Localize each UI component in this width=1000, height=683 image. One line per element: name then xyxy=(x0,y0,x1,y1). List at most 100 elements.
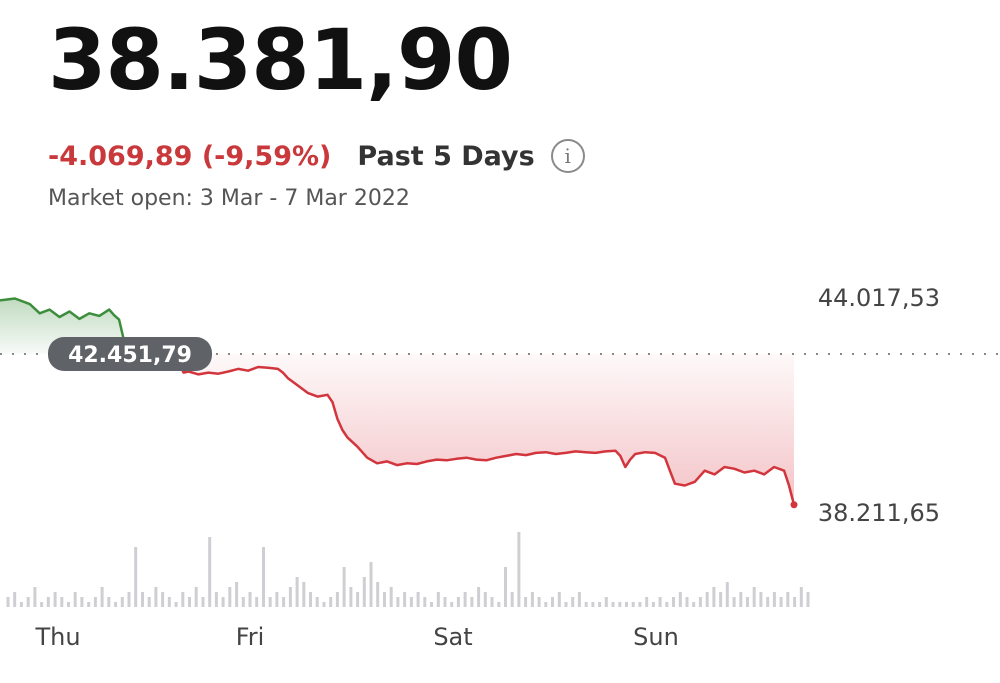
volume-bar xyxy=(154,587,158,607)
y-axis-label-high: 44.017,53 xyxy=(818,284,940,312)
volume-bar xyxy=(551,597,554,607)
price-line-down-3 xyxy=(167,352,796,506)
previous-close-label: 42.451,79 xyxy=(68,343,192,368)
volume-bar xyxy=(672,597,675,607)
volume-bar xyxy=(759,592,763,607)
volume-bar xyxy=(530,592,534,607)
volume-bar xyxy=(302,582,306,607)
volume-bar xyxy=(631,602,635,607)
volume-bar xyxy=(611,602,615,607)
volume-bar xyxy=(13,592,17,607)
volume-bar xyxy=(712,587,716,607)
volume-bar xyxy=(275,592,279,607)
volume-bar xyxy=(389,587,393,607)
volume-bar xyxy=(201,597,205,607)
volume-bar xyxy=(510,592,514,607)
volume-bar xyxy=(779,597,783,607)
volume-bar xyxy=(436,592,440,607)
volume-bar xyxy=(188,597,191,607)
volume-bar xyxy=(799,587,803,607)
volume-bar xyxy=(40,602,44,607)
volume-bar xyxy=(309,592,312,607)
volume-bar xyxy=(504,567,507,607)
volume-bar xyxy=(604,597,608,607)
volume-bar xyxy=(651,602,655,607)
current-price: 38.381,90 xyxy=(48,11,513,109)
volume-bar xyxy=(134,547,138,607)
volume-bar xyxy=(120,597,124,607)
volume-bar xyxy=(80,597,84,607)
market-status: Market open: 3 Mar - 7 Mar 2022 xyxy=(48,186,410,211)
volume-bar xyxy=(665,602,669,607)
volume-bar xyxy=(356,592,360,607)
volume-bar xyxy=(60,597,64,607)
volume-bar xyxy=(423,597,427,607)
volume-bar xyxy=(793,597,797,607)
volume-bar xyxy=(463,592,467,607)
volume-bar xyxy=(739,592,743,607)
volume-bar xyxy=(282,597,286,607)
volume-bar xyxy=(490,597,494,607)
volume-bar xyxy=(335,592,339,607)
volume-bar xyxy=(450,602,454,607)
volume-bar xyxy=(678,592,682,607)
volume-bar xyxy=(396,597,400,607)
volume-bar xyxy=(383,592,386,607)
x-axis-label-sun: Sun xyxy=(633,623,679,651)
volume-bar xyxy=(127,592,131,607)
volume-bar xyxy=(208,537,212,607)
volume-bar xyxy=(268,597,272,607)
volume-bar xyxy=(67,602,70,607)
volume-bar xyxy=(161,592,165,607)
volume-bar xyxy=(181,592,185,607)
volume-bar xyxy=(544,602,548,607)
period-selector[interactable]: Past 5 Days xyxy=(357,140,535,172)
volume-bar xyxy=(524,597,528,607)
volume-bar xyxy=(369,562,373,607)
volume-bar xyxy=(766,597,770,607)
volume-bar xyxy=(719,592,723,607)
volume-bar xyxy=(33,587,37,607)
x-axis-label-sat: Sat xyxy=(433,623,472,651)
volume-bar xyxy=(241,597,245,607)
volume-bar xyxy=(517,532,521,607)
volume-bar xyxy=(638,602,642,607)
volume-bar xyxy=(342,567,346,607)
volume-bar xyxy=(349,587,353,607)
volume-bar xyxy=(584,602,588,607)
volume-bar xyxy=(618,602,622,607)
volume-bar xyxy=(93,597,97,607)
volume-bar xyxy=(235,582,239,607)
info-circle-icon[interactable]: i xyxy=(550,139,585,173)
loss-area-3 xyxy=(167,354,794,505)
volume-bar xyxy=(376,582,380,607)
volume-bar xyxy=(147,597,151,607)
x-axis-label-fri: Fri xyxy=(236,623,265,651)
volume-bar xyxy=(100,587,104,607)
volume-bar xyxy=(262,547,265,607)
volume-bar xyxy=(409,597,413,607)
volume-bar xyxy=(430,602,433,607)
volume-bar xyxy=(732,597,736,607)
y-axis-label-low: 38.211,65 xyxy=(818,499,940,527)
volume-bar xyxy=(315,597,319,607)
volume-bar xyxy=(114,602,118,607)
volume-bar xyxy=(322,602,326,607)
volume-bar xyxy=(248,592,252,607)
volume-bar xyxy=(537,597,541,607)
volume-bar xyxy=(497,602,501,607)
price-change: -4.069,89 (-9,59%) xyxy=(48,140,332,172)
volume-bar xyxy=(456,597,460,607)
volume-bar xyxy=(255,597,259,607)
volume-bar xyxy=(107,597,111,607)
volume-bar xyxy=(73,592,77,607)
price-line-up-0 xyxy=(0,297,141,356)
volume-bar xyxy=(725,582,729,607)
volume-bar xyxy=(221,597,225,607)
volume-bar xyxy=(772,592,776,607)
last-price-dot xyxy=(790,501,798,509)
volume-bar xyxy=(625,602,628,607)
volume-bar xyxy=(362,577,366,607)
volume-bar xyxy=(288,587,292,607)
